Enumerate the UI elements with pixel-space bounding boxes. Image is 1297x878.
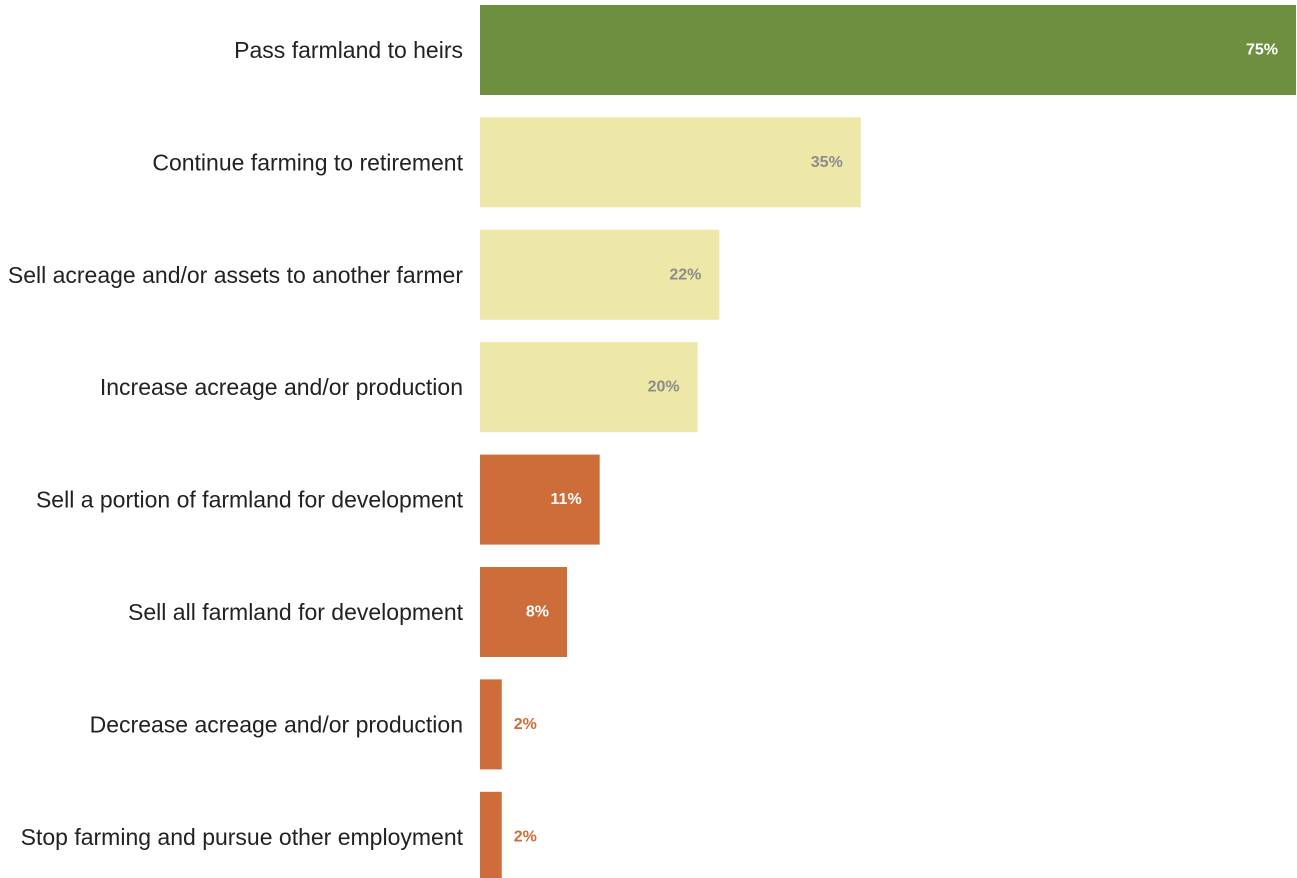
bar-1 [480,5,1296,95]
bar-6 [480,567,568,657]
value-label-8: 2% [514,828,537,845]
category-label-8: Stop farming and pursue other employment [21,824,464,850]
value-label-1: 75% [1246,42,1278,59]
bar-5 [480,454,600,545]
category-label-2: Continue farming to retirement [152,149,463,175]
bar-7 [480,679,502,770]
bar-8 [480,791,502,878]
category-label-3: Sell acreage and/or assets to another fa… [8,262,463,288]
category-label-4: Increase acreage and/or production [100,374,463,400]
category-label-7: Decrease acreage and/or production [90,711,463,737]
value-label-5: 11% [551,491,582,508]
category-label-5: Sell a portion of farmland for developme… [36,487,464,513]
value-label-2: 35% [811,154,843,171]
bar-3 [480,229,720,320]
value-label-4: 20% [648,379,680,396]
bar-2 [480,117,861,208]
bar-4 [480,342,698,433]
category-label-6: Sell all farmland for development [128,599,464,625]
value-label-3: 22% [669,266,701,283]
value-label-7: 2% [514,716,537,733]
value-label-6: 8% [526,604,549,621]
category-label-1: Pass farmland to heirs [234,37,463,63]
